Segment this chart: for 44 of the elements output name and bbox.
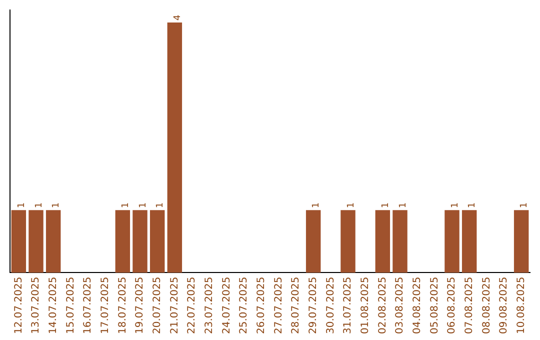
- x-tick-label: 13.07.2025: [30, 276, 42, 334]
- x-tick-label: 18.07.2025: [117, 276, 128, 334]
- x-tick-label: 24.07.2025: [221, 276, 232, 334]
- x-tick-label: 26.07.2025: [256, 276, 267, 334]
- data-label: 1: [520, 202, 530, 208]
- x-tick-label: 29.07.2025: [308, 276, 319, 334]
- data-label: 1: [34, 202, 44, 208]
- x-tick-label: 21.07.2025: [169, 276, 180, 334]
- x-tick-label: 02.08.2025: [377, 276, 388, 334]
- x-tick-label: 01.08.2025: [360, 276, 371, 334]
- x-tick-label: 25.07.2025: [238, 276, 250, 334]
- data-label: 1: [156, 202, 166, 208]
- x-tick-label: 04.08.2025: [412, 276, 423, 334]
- x-tick-label: 28.07.2025: [290, 276, 302, 334]
- data-label: 1: [138, 202, 148, 208]
- data-label: 1: [52, 202, 62, 208]
- data-label: 4: [173, 14, 184, 21]
- data-label: 1: [121, 202, 132, 208]
- x-tick-label: 03.08.2025: [394, 276, 406, 334]
- x-tick-label: 05.08.2025: [429, 276, 440, 334]
- x-tick-label: 07.08.2025: [464, 276, 475, 334]
- x-tick-label: 22.07.2025: [186, 276, 198, 334]
- data-label: 1: [450, 202, 460, 208]
- x-tick-label: 23.07.2025: [204, 276, 215, 334]
- data-label: 1: [312, 202, 322, 208]
- x-tick-label: 09.08.2025: [498, 276, 510, 334]
- x-tick-label: 17.07.2025: [100, 276, 111, 334]
- x-tick-label: 14.07.2025: [48, 276, 59, 334]
- x-tick-label: 16.07.2025: [82, 276, 94, 334]
- x-tick-label: 27.07.2025: [273, 276, 284, 334]
- data-label: 1: [346, 202, 356, 208]
- data-label: 1: [17, 202, 28, 208]
- x-tick-label: 06.08.2025: [446, 276, 458, 334]
- x-tick-label: 15.07.2025: [65, 276, 76, 334]
- data-label: 1: [468, 202, 478, 208]
- x-tick-label: 08.08.2025: [481, 276, 492, 334]
- x-tick-label: 20.07.2025: [152, 276, 163, 334]
- x-tick-label: 10.08.2025: [516, 276, 527, 334]
- data-label: 1: [398, 202, 408, 208]
- x-tick-label: 19.07.2025: [134, 276, 146, 334]
- x-tick-label: 31.07.2025: [342, 276, 354, 334]
- x-tick-label: 30.07.2025: [325, 276, 336, 334]
- data-label: 1: [381, 202, 392, 208]
- x-tick-label: 12.07.2025: [13, 276, 24, 334]
